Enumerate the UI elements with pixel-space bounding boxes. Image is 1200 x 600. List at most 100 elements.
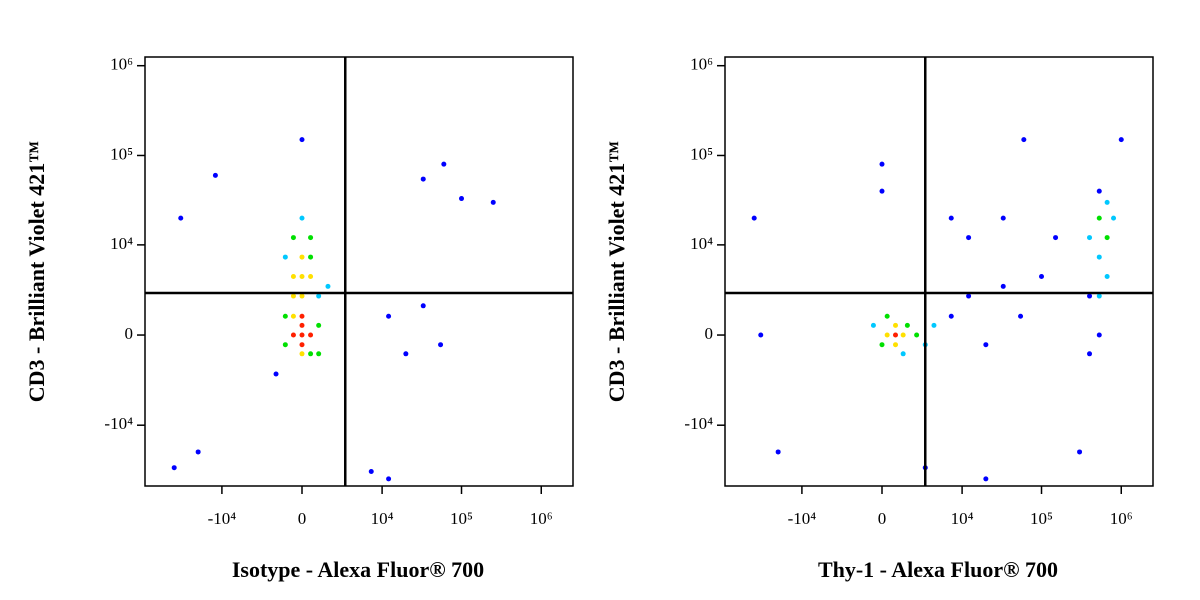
plot-frame [724, 56, 1154, 487]
event-point [290, 235, 296, 241]
event-point [879, 188, 885, 194]
event-point [1104, 274, 1110, 280]
plot-frame [144, 56, 574, 487]
event-point [1096, 215, 1102, 221]
event-point [983, 476, 989, 482]
event-point [316, 351, 322, 357]
x-tick-label: 10⁴ [951, 509, 974, 528]
x-tick-label: 10⁴ [371, 509, 394, 528]
event-point [893, 322, 899, 328]
event-point [900, 351, 906, 357]
x-tick-label: 10⁶ [530, 509, 553, 528]
event-point [879, 342, 885, 348]
y-tick-label: -10⁴ [104, 414, 133, 433]
event-point [1053, 235, 1059, 241]
event-point [1039, 274, 1045, 280]
event-point [893, 332, 899, 338]
y-tick-label: 10⁴ [110, 234, 133, 253]
event-point [983, 342, 989, 348]
y-tick-label: -10⁴ [684, 414, 713, 433]
event-point [282, 342, 288, 348]
event-point [438, 342, 444, 348]
event-point [308, 351, 314, 357]
event-point [299, 332, 305, 338]
event-point [273, 371, 279, 377]
x-tick-label: -10⁴ [788, 509, 817, 528]
y-tick-label: 0 [705, 324, 714, 343]
event-point [325, 283, 331, 289]
x-tick-label: 0 [878, 509, 887, 528]
event-point [1104, 199, 1110, 205]
y-axis-title: CD3 - Brilliant Violet 421™ [24, 141, 49, 403]
event-point [308, 254, 314, 260]
event-point [290, 293, 296, 299]
event-point [290, 332, 296, 338]
event-point [368, 469, 374, 475]
event-point [282, 313, 288, 319]
y-tick-label: 10⁵ [110, 144, 133, 163]
event-point [1096, 293, 1102, 299]
event-point [904, 322, 910, 328]
event-point [948, 313, 954, 319]
event-point [1096, 332, 1102, 338]
event-point [299, 137, 305, 143]
event-point [775, 449, 781, 455]
event-point [441, 161, 447, 167]
event-point [308, 332, 314, 338]
event-point [420, 303, 426, 309]
event-point [1021, 137, 1027, 143]
event-point [758, 332, 764, 338]
x-axis-title: Thy-1 - Alexa Fluor® 700 [818, 557, 1058, 582]
event-point [299, 313, 305, 319]
event-point [299, 254, 305, 260]
y-tick-label: 10⁴ [690, 234, 713, 253]
y-tick-label: 10⁵ [690, 144, 713, 163]
event-point [212, 172, 218, 178]
y-axis-title: CD3 - Brilliant Violet 421™ [604, 141, 629, 403]
event-point [1018, 313, 1024, 319]
event-point [290, 313, 296, 319]
y-tick-label: 10⁶ [110, 55, 133, 74]
event-point [171, 465, 177, 471]
event-point [316, 293, 322, 299]
event-point [299, 215, 305, 221]
event-point [420, 176, 426, 182]
plot: -10⁴ 0 10⁴ 10⁵ 10⁶ -10⁴ 0 10⁴ 10⁵ 10⁶ Thy-1 - Alex… [604, 55, 1154, 582]
event-point [308, 235, 314, 241]
event-point [195, 449, 201, 455]
event-point [884, 313, 890, 319]
event-point [1104, 235, 1110, 241]
event-point [914, 332, 920, 338]
x-axis-title: Isotype - Alexa Fluor® 700 [232, 557, 484, 582]
event-point [1118, 137, 1124, 143]
event-point [386, 476, 392, 482]
event-point [966, 293, 972, 299]
event-point [299, 351, 305, 357]
event-point [1087, 235, 1093, 241]
event-point [316, 322, 322, 328]
event-point [299, 342, 305, 348]
event-point [893, 342, 899, 348]
event-point [299, 274, 305, 280]
event-point [282, 254, 288, 260]
event-point [1087, 351, 1093, 357]
event-point [931, 322, 937, 328]
x-tick-label: 10⁵ [1030, 509, 1053, 528]
event-point [1111, 215, 1117, 221]
event-point [459, 196, 465, 202]
event-point [966, 235, 972, 241]
event-point [299, 322, 305, 328]
x-tick-label: 0 [298, 509, 307, 528]
event-point [884, 332, 890, 338]
event-point [290, 274, 296, 280]
x-tick-label: -10⁴ [208, 509, 237, 528]
event-point [1087, 293, 1093, 299]
x-tick-label: 10⁵ [450, 509, 473, 528]
event-point [751, 215, 757, 221]
event-point [1000, 215, 1006, 221]
y-tick-label: 10⁶ [690, 55, 713, 74]
event-point [299, 293, 305, 299]
event-point [900, 332, 906, 338]
y-tick-label: 0 [125, 324, 134, 343]
